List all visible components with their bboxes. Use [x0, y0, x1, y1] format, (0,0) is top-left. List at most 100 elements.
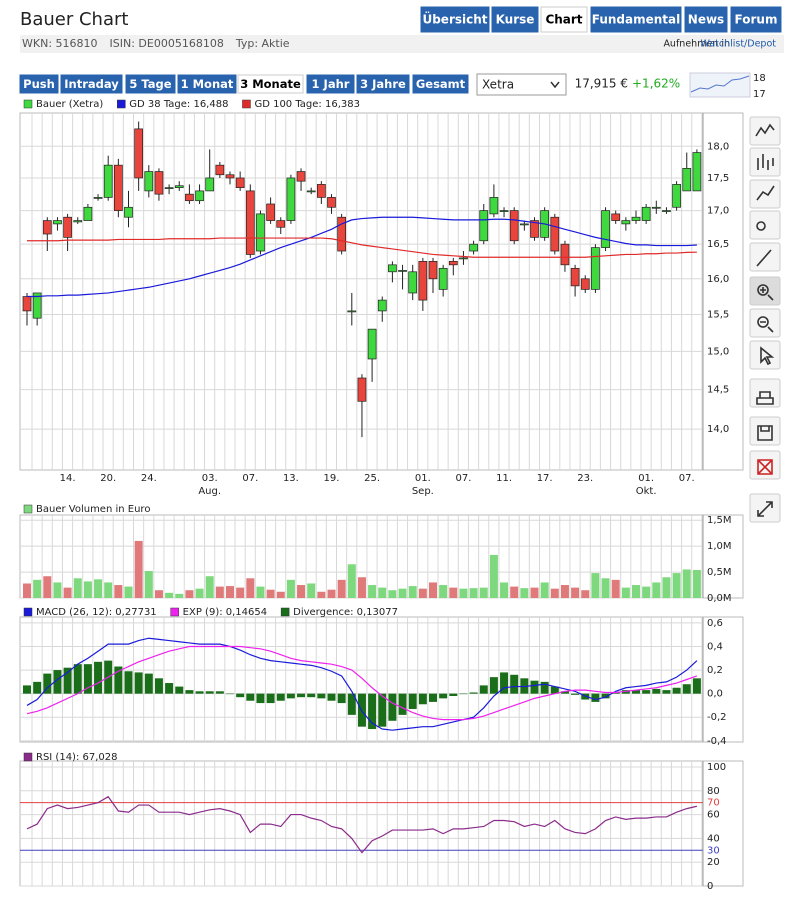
- divergence-bar: [286, 693, 295, 699]
- candle-body: [256, 213, 265, 252]
- candle-body: [195, 190, 204, 202]
- tool-icon: [756, 221, 766, 231]
- candle-body: [418, 261, 428, 301]
- candle-body: [134, 128, 143, 179]
- watchlist-link[interactable]: Watchlist/Depot: [701, 39, 777, 50]
- candle-body: [306, 190, 316, 193]
- x-tick-label: 14.: [60, 473, 76, 484]
- volume-bar: [175, 593, 184, 598]
- candle-body: [286, 177, 296, 221]
- volume-bar: [297, 585, 306, 598]
- volume-bar: [104, 582, 113, 598]
- x-tick-label: 24.: [141, 473, 157, 484]
- info-bar: [20, 35, 784, 53]
- volume-bar: [286, 579, 295, 598]
- candle-body: [205, 177, 215, 192]
- candle-body: [459, 257, 468, 260]
- divergence-bar: [510, 674, 519, 694]
- period-button[interactable]: [356, 74, 410, 94]
- divergence-bar: [398, 693, 407, 715]
- x-tick-label: 19.: [324, 473, 340, 484]
- legend-swatch: [23, 607, 33, 617]
- volume-bar: [94, 579, 103, 598]
- candle-body: [225, 174, 235, 179]
- nav-tab[interactable]: [491, 6, 539, 33]
- divergence-bar: [672, 687, 681, 694]
- volume-bar: [692, 569, 701, 598]
- tool-button[interactable]: [749, 340, 781, 370]
- y-tick-label: 40: [707, 833, 720, 844]
- period-button[interactable]: [125, 74, 176, 94]
- divergence-bar: [662, 690, 671, 694]
- divergence-bar: [185, 690, 194, 694]
- volume-bar: [571, 587, 580, 598]
- nav-tab[interactable]: [540, 6, 588, 33]
- nav-tab[interactable]: [590, 6, 682, 33]
- candle-body: [692, 152, 702, 192]
- candle-body: [621, 220, 631, 225]
- candle-body: [631, 216, 641, 221]
- mini-label: 17: [753, 89, 766, 100]
- y-tick-label: 17,5: [707, 173, 729, 184]
- x-tick-label: 07.: [679, 473, 695, 484]
- divergence-bar: [571, 693, 580, 695]
- tool-button[interactable]: [749, 116, 781, 146]
- y-tick-label: 1,5M: [707, 515, 732, 526]
- divergence-bar: [297, 693, 306, 698]
- reference-label: 70: [707, 798, 720, 809]
- period-button[interactable]: [306, 74, 355, 94]
- volume-bar: [347, 564, 356, 598]
- legend-label: EXP (9): 0,14654: [183, 607, 267, 618]
- candle-body: [22, 296, 32, 312]
- period-button[interactable]: [177, 74, 237, 94]
- nav-tab[interactable]: [730, 6, 782, 33]
- tool-button[interactable]: [749, 308, 781, 338]
- period-button[interactable]: [19, 74, 59, 94]
- candle-body: [103, 164, 113, 198]
- tool-button[interactable]: [749, 378, 781, 408]
- candle-body: [317, 184, 326, 198]
- volume-bar: [83, 581, 92, 598]
- divergence-bar: [144, 673, 153, 694]
- candle-body: [215, 164, 225, 176]
- period-button[interactable]: [60, 74, 123, 94]
- exchange-select[interactable]: [476, 73, 567, 96]
- period-button[interactable]: [412, 74, 469, 94]
- divergence-bar: [53, 670, 62, 694]
- candle-body: [164, 187, 174, 190]
- tool-button[interactable]: [749, 276, 781, 306]
- divergence-bar: [205, 691, 214, 694]
- volume-bar: [672, 573, 681, 598]
- tool-icon: [757, 284, 774, 301]
- panel-frame: [19, 760, 744, 887]
- x-tick-label: 03. Aug.: [198, 473, 221, 497]
- candle-body: [124, 206, 133, 218]
- nav-tab[interactable]: [684, 6, 728, 33]
- volume-bar: [591, 573, 600, 598]
- tool-button[interactable]: [749, 147, 781, 177]
- volume-bar: [276, 591, 285, 598]
- candle-body: [651, 206, 661, 209]
- divergence-bar: [378, 693, 387, 727]
- tool-icon: [757, 501, 773, 517]
- y-tick-label: 17,0: [707, 206, 729, 217]
- candle-body: [73, 220, 83, 223]
- volume-bar: [550, 588, 559, 598]
- divergence-bar: [347, 693, 356, 715]
- watchlist-prefix: Aufnehmen in: [663, 39, 730, 50]
- volume-bar: [642, 586, 651, 598]
- mini-chart[interactable]: [689, 72, 751, 98]
- volume-bar: [33, 579, 42, 598]
- divergence-bar: [236, 693, 245, 698]
- legend-swatch: [23, 752, 33, 762]
- volume-bar: [357, 577, 366, 598]
- divergence-bar: [560, 691, 569, 694]
- candle-body: [530, 220, 539, 238]
- legend-swatch: [280, 607, 290, 617]
- nav-tab[interactable]: [420, 6, 490, 33]
- volume-bar: [408, 586, 417, 598]
- volume-bar: [23, 583, 31, 598]
- period-button[interactable]: [237, 74, 304, 94]
- volume-bar: [337, 579, 346, 598]
- info-item: ISIN: DE0005168108: [110, 37, 224, 50]
